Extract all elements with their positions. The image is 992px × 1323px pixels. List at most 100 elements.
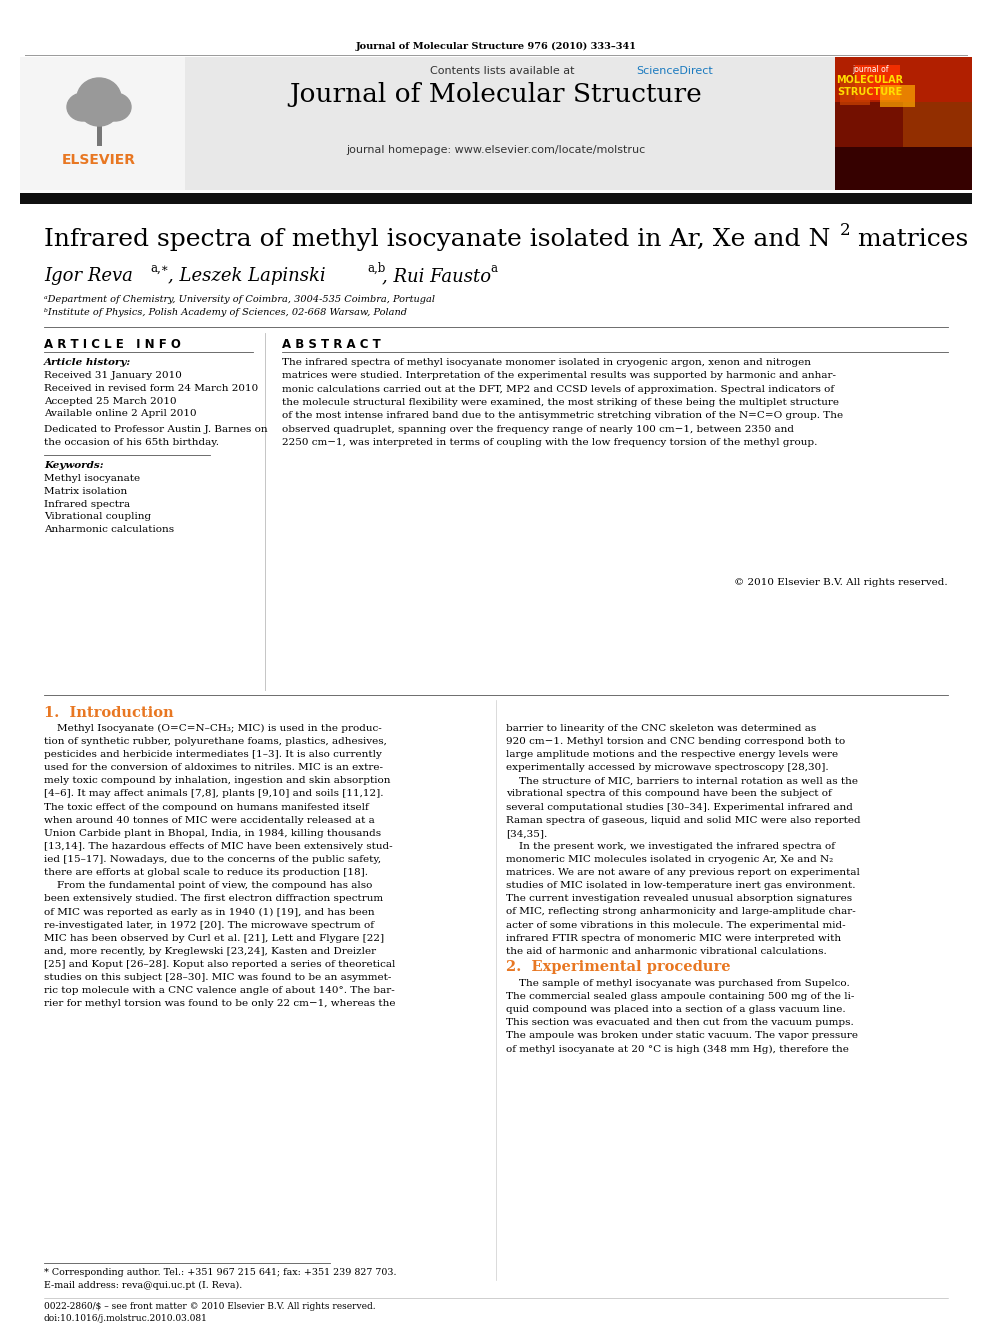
Text: a,∗: a,∗ — [150, 262, 169, 275]
Text: The current investigation revealed unusual absorption signatures: The current investigation revealed unusu… — [506, 894, 852, 904]
Text: A R T I C L E   I N F O: A R T I C L E I N F O — [44, 337, 181, 351]
Text: matrices were studied. Interpretation of the experimental results was supported : matrices were studied. Interpretation of… — [282, 372, 836, 380]
FancyBboxPatch shape — [835, 102, 903, 147]
Text: , Leszek Lapinski: , Leszek Lapinski — [168, 267, 331, 284]
Text: re-investigated later, in 1972 [20]. The microwave spectrum of: re-investigated later, in 1972 [20]. The… — [44, 921, 374, 930]
Text: pesticides and herbicide intermediates [1–3]. It is also currently: pesticides and herbicide intermediates [… — [44, 750, 382, 759]
FancyBboxPatch shape — [20, 193, 972, 204]
Text: 1.  Introduction: 1. Introduction — [44, 706, 174, 720]
Text: Anharmonic calculations: Anharmonic calculations — [44, 525, 175, 534]
Text: ScienceDirect: ScienceDirect — [636, 66, 712, 75]
Text: Available online 2 April 2010: Available online 2 April 2010 — [44, 409, 196, 418]
Text: * Corresponding author. Tel.: +351 967 215 641; fax: +351 239 827 703.: * Corresponding author. Tel.: +351 967 2… — [44, 1267, 397, 1277]
Text: tion of synthetic rubber, polyurethane foams, plastics, adhesives,: tion of synthetic rubber, polyurethane f… — [44, 737, 387, 746]
Text: Received 31 January 2010: Received 31 January 2010 — [44, 370, 182, 380]
Text: This section was evacuated and then cut from the vacuum pumps.: This section was evacuated and then cut … — [506, 1019, 854, 1027]
Text: Dedicated to Professor Austin J. Barnes on: Dedicated to Professor Austin J. Barnes … — [44, 425, 268, 434]
Ellipse shape — [67, 93, 99, 120]
Text: In the present work, we investigated the infrared spectra of: In the present work, we investigated the… — [506, 841, 835, 851]
Text: ᵇInstitute of Physics, Polish Academy of Sciences, 02-668 Warsaw, Poland: ᵇInstitute of Physics, Polish Academy of… — [44, 308, 407, 318]
FancyBboxPatch shape — [97, 118, 102, 146]
Ellipse shape — [81, 98, 117, 126]
Text: Keywords:: Keywords: — [44, 460, 103, 470]
Text: 2250 cm−1, was interpreted in terms of coupling with the low frequency torsion o: 2250 cm−1, was interpreted in terms of c… — [282, 438, 817, 447]
Text: Methyl isocyanate: Methyl isocyanate — [44, 474, 140, 483]
Text: the molecule structural flexibility were examined, the most striking of these be: the molecule structural flexibility were… — [282, 398, 839, 407]
Text: © 2010 Elsevier B.V. All rights reserved.: © 2010 Elsevier B.V. All rights reserved… — [734, 578, 948, 587]
Text: the occasion of his 65th birthday.: the occasion of his 65th birthday. — [44, 438, 219, 447]
Text: vibrational spectra of this compound have been the subject of: vibrational spectra of this compound hav… — [506, 790, 831, 799]
Text: Contents lists available at: Contents lists available at — [430, 66, 578, 75]
Text: monic calculations carried out at the DFT, MP2 and CCSD levels of approximation.: monic calculations carried out at the DF… — [282, 385, 834, 394]
Text: of MIC, reflecting strong anharmonicity and large-amplitude char-: of MIC, reflecting strong anharmonicity … — [506, 908, 856, 917]
Text: Article history:: Article history: — [44, 359, 131, 366]
Text: MIC has been observed by Curl et al. [21], Lett and Flygare [22]: MIC has been observed by Curl et al. [21… — [44, 934, 384, 942]
Text: A B S T R A C T: A B S T R A C T — [282, 337, 381, 351]
Text: [4–6]. It may affect animals [7,8], plants [9,10] and soils [11,12].: [4–6]. It may affect animals [7,8], plan… — [44, 790, 384, 799]
Text: when around 40 tonnes of MIC were accidentally released at a: when around 40 tonnes of MIC were accide… — [44, 816, 375, 824]
FancyBboxPatch shape — [835, 57, 972, 102]
FancyBboxPatch shape — [855, 65, 900, 101]
Ellipse shape — [99, 93, 131, 120]
Text: matrices. We are not aware of any previous report on experimental: matrices. We are not aware of any previo… — [506, 868, 860, 877]
Text: The commercial sealed glass ampoule containing 500 mg of the li-: The commercial sealed glass ampoule cont… — [506, 992, 854, 1002]
Text: ric top molecule with a CNC valence angle of about 140°. The bar-: ric top molecule with a CNC valence angl… — [44, 986, 395, 995]
Text: barrier to linearity of the CNC skeleton was determined as: barrier to linearity of the CNC skeleton… — [506, 724, 816, 733]
Text: used for the conversion of aldoximes to nitriles. MIC is an extre-: used for the conversion of aldoximes to … — [44, 763, 383, 773]
Text: 2: 2 — [840, 222, 850, 239]
Text: [13,14]. The hazardous effects of MIC have been extensively stud-: [13,14]. The hazardous effects of MIC ha… — [44, 841, 393, 851]
Text: been extensively studied. The first electron diffraction spectrum: been extensively studied. The first elec… — [44, 894, 383, 904]
Text: matrices: matrices — [850, 228, 968, 251]
Text: Infrared spectra of methyl isocyanate isolated in Ar, Xe and N: Infrared spectra of methyl isocyanate is… — [44, 228, 830, 251]
Text: Infrared spectra: Infrared spectra — [44, 500, 130, 508]
Text: of methyl isocyanate at 20 °C is high (348 mm Hg), therefore the: of methyl isocyanate at 20 °C is high (3… — [506, 1044, 849, 1053]
Text: Vibrational coupling: Vibrational coupling — [44, 512, 151, 521]
Text: From the fundamental point of view, the compound has also: From the fundamental point of view, the … — [44, 881, 372, 890]
Text: infrared FTIR spectra of monomeric MIC were interpreted with: infrared FTIR spectra of monomeric MIC w… — [506, 934, 841, 942]
Text: there are efforts at global scale to reduce its production [18].: there are efforts at global scale to red… — [44, 868, 368, 877]
Text: of MIC was reported as early as in 1940 (1) [19], and has been: of MIC was reported as early as in 1940 … — [44, 908, 375, 917]
Text: Methyl Isocyanate (O=C=N–CH₃; MIC) is used in the produc-: Methyl Isocyanate (O=C=N–CH₃; MIC) is us… — [44, 724, 382, 733]
Text: The infrared spectra of methyl isocyanate monomer isolated in cryogenic argon, x: The infrared spectra of methyl isocyanat… — [282, 359, 811, 366]
Text: mely toxic compound by inhalation, ingestion and skin absorption: mely toxic compound by inhalation, inges… — [44, 777, 391, 786]
Text: studies of MIC isolated in low-temperature inert gas environment.: studies of MIC isolated in low-temperatu… — [506, 881, 855, 890]
Text: MOLECULAR
STRUCTURE: MOLECULAR STRUCTURE — [836, 75, 904, 97]
Text: Igor Reva: Igor Reva — [44, 267, 133, 284]
Text: and, more recently, by Kreglewski [23,24], Kasten and Dreizler: and, more recently, by Kreglewski [23,24… — [44, 947, 376, 955]
Text: The toxic effect of the compound on humans manifested itself: The toxic effect of the compound on huma… — [44, 803, 369, 811]
Text: Union Carbide plant in Bhopal, India, in 1984, killing thousands: Union Carbide plant in Bhopal, India, in… — [44, 828, 381, 837]
Text: [25] and Koput [26–28]. Koput also reported a series of theoretical: [25] and Koput [26–28]. Koput also repor… — [44, 959, 396, 968]
FancyBboxPatch shape — [903, 102, 972, 147]
FancyBboxPatch shape — [880, 85, 915, 107]
Text: Journal of Molecular Structure 976 (2010) 333–341: Journal of Molecular Structure 976 (2010… — [355, 42, 637, 52]
Text: 2.  Experimental procedure: 2. Experimental procedure — [506, 960, 731, 974]
Text: ELSEVIER: ELSEVIER — [62, 153, 136, 167]
Text: ied [15–17]. Nowadays, due to the concerns of the public safety,: ied [15–17]. Nowadays, due to the concer… — [44, 855, 381, 864]
Text: , Rui Fausto: , Rui Fausto — [382, 267, 497, 284]
Text: Matrix isolation: Matrix isolation — [44, 487, 127, 496]
Text: studies on this subject [28–30]. MIC was found to be an asymmet-: studies on this subject [28–30]. MIC was… — [44, 972, 392, 982]
Text: experimentally accessed by microwave spectroscopy [28,30].: experimentally accessed by microwave spe… — [506, 763, 828, 773]
Text: doi:10.1016/j.molstruc.2010.03.081: doi:10.1016/j.molstruc.2010.03.081 — [44, 1314, 208, 1323]
Ellipse shape — [77, 78, 121, 118]
FancyBboxPatch shape — [20, 57, 972, 191]
Text: quid compound was placed into a section of a glass vacuum line.: quid compound was placed into a section … — [506, 1005, 845, 1015]
Text: large amplitude motions and the respective energy levels were: large amplitude motions and the respecti… — [506, 750, 838, 759]
Text: monomeric MIC molecules isolated in cryogenic Ar, Xe and N₂: monomeric MIC molecules isolated in cryo… — [506, 855, 833, 864]
Text: a: a — [490, 262, 497, 275]
FancyBboxPatch shape — [840, 79, 870, 105]
Text: acter of some vibrations in this molecule. The experimental mid-: acter of some vibrations in this molecul… — [506, 921, 845, 930]
Text: ᵃDepartment of Chemistry, University of Coimbra, 3004-535 Coimbra, Portugal: ᵃDepartment of Chemistry, University of … — [44, 295, 435, 304]
Text: journal homepage: www.elsevier.com/locate/molstruc: journal homepage: www.elsevier.com/locat… — [346, 146, 646, 155]
Text: Received in revised form 24 March 2010: Received in revised form 24 March 2010 — [44, 384, 258, 393]
Text: 0022-2860/$ – see front matter © 2010 Elsevier B.V. All rights reserved.: 0022-2860/$ – see front matter © 2010 El… — [44, 1302, 376, 1311]
FancyBboxPatch shape — [835, 147, 972, 191]
Text: journal of: journal of — [852, 65, 888, 74]
Text: several computational studies [30–34]. Experimental infrared and: several computational studies [30–34]. E… — [506, 803, 853, 811]
FancyBboxPatch shape — [20, 57, 185, 191]
Text: The structure of MIC, barriers to internal rotation as well as the: The structure of MIC, barriers to intern… — [506, 777, 858, 786]
Text: Accepted 25 March 2010: Accepted 25 March 2010 — [44, 397, 177, 406]
Text: Journal of Molecular Structure: Journal of Molecular Structure — [290, 82, 702, 107]
Text: a,b: a,b — [367, 262, 385, 275]
Text: Raman spectra of gaseous, liquid and solid MIC were also reported: Raman spectra of gaseous, liquid and sol… — [506, 816, 861, 824]
